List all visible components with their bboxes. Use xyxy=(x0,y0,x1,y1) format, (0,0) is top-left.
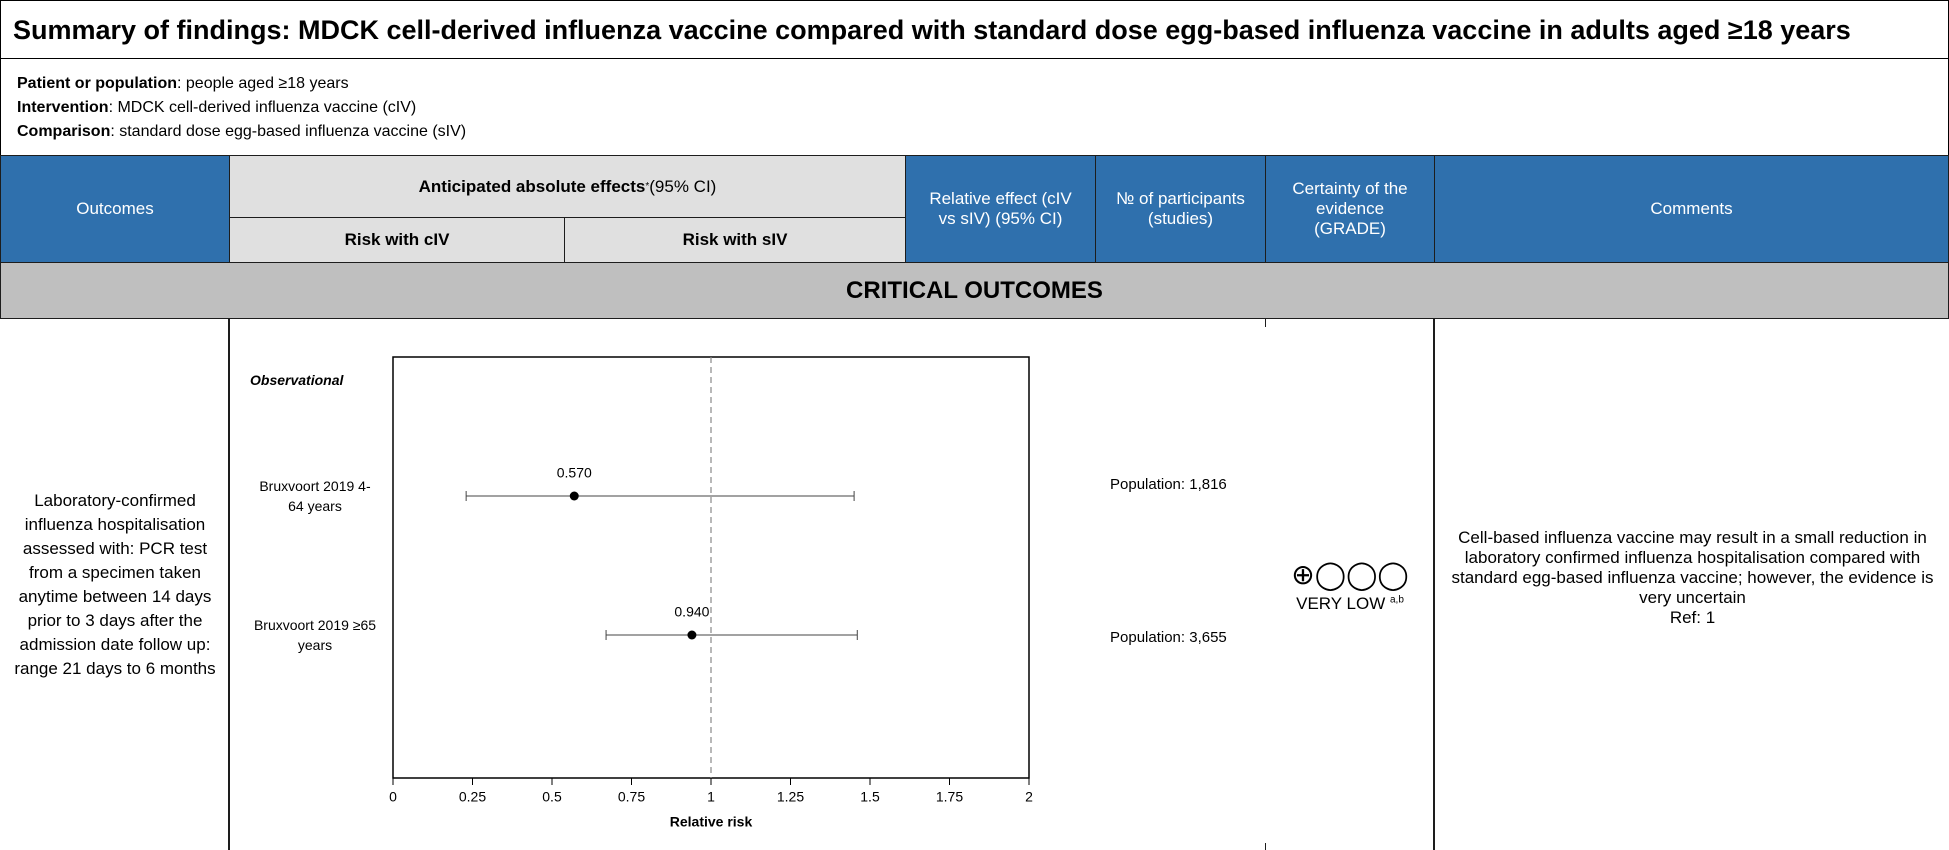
setting-label: Patient or population xyxy=(17,75,177,92)
certainty: VERY LOW a,b xyxy=(1265,594,1435,614)
outcome: Laboratory-confirmed influenza hospitali… xyxy=(14,491,216,678)
comment-text: Cell-based influenza vaccine may result … xyxy=(1451,528,1934,607)
certainty-notes: a,b xyxy=(1389,594,1404,606)
setting-line: Patient or population: people aged ≥18 y… xyxy=(17,72,1948,96)
point xyxy=(569,491,579,501)
study-label: Bruxvoort 2019 ≥65 years xyxy=(253,617,377,653)
column-line xyxy=(1265,843,1266,850)
setting-label: Comparison xyxy=(17,123,111,140)
header-cell: Risk with cIV xyxy=(229,217,565,263)
header-cell: Outcomes xyxy=(0,155,230,263)
setting-line: Intervention: MDCK cell-derived influenz… xyxy=(17,96,1948,120)
header-cell: № of participants (studies) xyxy=(1095,155,1266,263)
x-axis-label: Relative risk xyxy=(670,814,753,830)
study-label: Bruxvoort 2019 4-64 years xyxy=(259,478,371,514)
header-text: (95% CI) xyxy=(649,176,717,196)
setting: Patient or population: people aged ≥18 y… xyxy=(0,58,1949,156)
participants: Population: 1,816 xyxy=(1110,476,1227,493)
x-tick-label: 0.25 xyxy=(459,789,486,805)
section-header: CRITICAL OUTCOMES xyxy=(0,262,1949,319)
value-label: 0.570 xyxy=(557,465,592,481)
comment: Cell-based influenza vaccine may result … xyxy=(1440,528,1945,628)
setting-text: : standard dose egg-based influenza vacc… xyxy=(110,123,467,140)
column-line xyxy=(228,318,230,850)
certainty-symbols: ⊕◯◯◯ xyxy=(1291,559,1409,590)
participants: Population: 3,655 xyxy=(1110,629,1227,646)
x-tick-label: 1.25 xyxy=(777,789,804,805)
header-text: Anticipated absolute effects xyxy=(418,176,646,196)
title-box: Summary of findings: MDCK cell-derived i… xyxy=(0,0,1949,59)
x-tick-label: 1.75 xyxy=(936,789,963,805)
setting-line: Comparison: standard dose egg-based infl… xyxy=(17,120,1948,144)
setting-text: : people aged ≥18 years xyxy=(177,75,349,92)
title: Summary of findings: MDCK cell-derived i… xyxy=(13,15,1851,45)
x-tick-label: 0.5 xyxy=(542,789,562,805)
column-line xyxy=(1265,318,1266,327)
comment-ref: Ref: 1 xyxy=(1669,608,1716,627)
certainty-text: VERY LOW xyxy=(1296,594,1386,613)
setting-text: : MDCK cell-derived influenza vaccine (c… xyxy=(108,99,417,116)
setting-label: Intervention xyxy=(17,99,109,116)
header-cell: Anticipated absolute effects * (95% CI) xyxy=(229,155,906,218)
x-tick-label: 1 xyxy=(707,789,715,805)
x-tick-label: 1.5 xyxy=(860,789,880,805)
x-tick-label: 0 xyxy=(389,789,397,805)
forest-group: Observational xyxy=(250,372,344,388)
header-cell: Comments xyxy=(1434,155,1949,263)
column-line xyxy=(1433,318,1435,850)
x-tick-label: 0.75 xyxy=(618,789,645,805)
x-tick-label: 2 xyxy=(1025,789,1033,805)
point xyxy=(687,630,697,640)
header-mark: * xyxy=(645,181,650,192)
value-label: 0.940 xyxy=(674,604,709,620)
